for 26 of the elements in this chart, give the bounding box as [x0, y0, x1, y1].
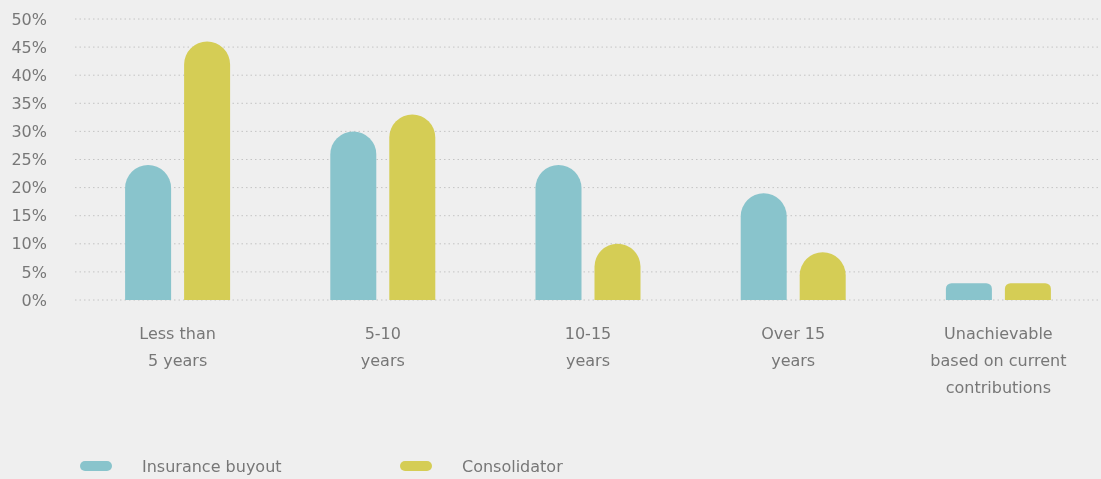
- bar: [945, 283, 992, 300]
- bar: [535, 165, 582, 300]
- bar: [125, 165, 172, 300]
- x-tick-label: 10-15 years: [564, 324, 612, 370]
- y-tick-label: 50%: [11, 9, 47, 29]
- x-tick-label: Less than 5 years: [139, 324, 216, 370]
- y-tick-label: 45%: [11, 37, 47, 57]
- y-tick-label: 10%: [11, 234, 47, 254]
- bar: [389, 114, 436, 300]
- y-tick-label: 20%: [11, 178, 47, 198]
- y-tick-label: 25%: [11, 150, 47, 170]
- y-tick-label: 5%: [21, 262, 47, 282]
- x-tick-label: Over 15 years: [761, 324, 826, 370]
- y-tick-label: 30%: [11, 122, 47, 141]
- y-tick-label: 40%: [11, 65, 47, 85]
- bar: [740, 193, 787, 300]
- legend-label: Insurance buyout: [142, 456, 282, 476]
- x-tick-label: 5-10 years: [360, 324, 405, 370]
- y-tick-label: 0%: [21, 290, 47, 310]
- bar: [330, 131, 377, 300]
- legend-label: Consolidator: [462, 456, 564, 476]
- bar: [184, 41, 231, 300]
- bar: [1004, 283, 1051, 300]
- y-tick-label: 15%: [11, 206, 47, 226]
- x-tick-label: Unachievable based on current contributions: [930, 324, 1067, 397]
- y-tick-label: 35%: [11, 93, 47, 113]
